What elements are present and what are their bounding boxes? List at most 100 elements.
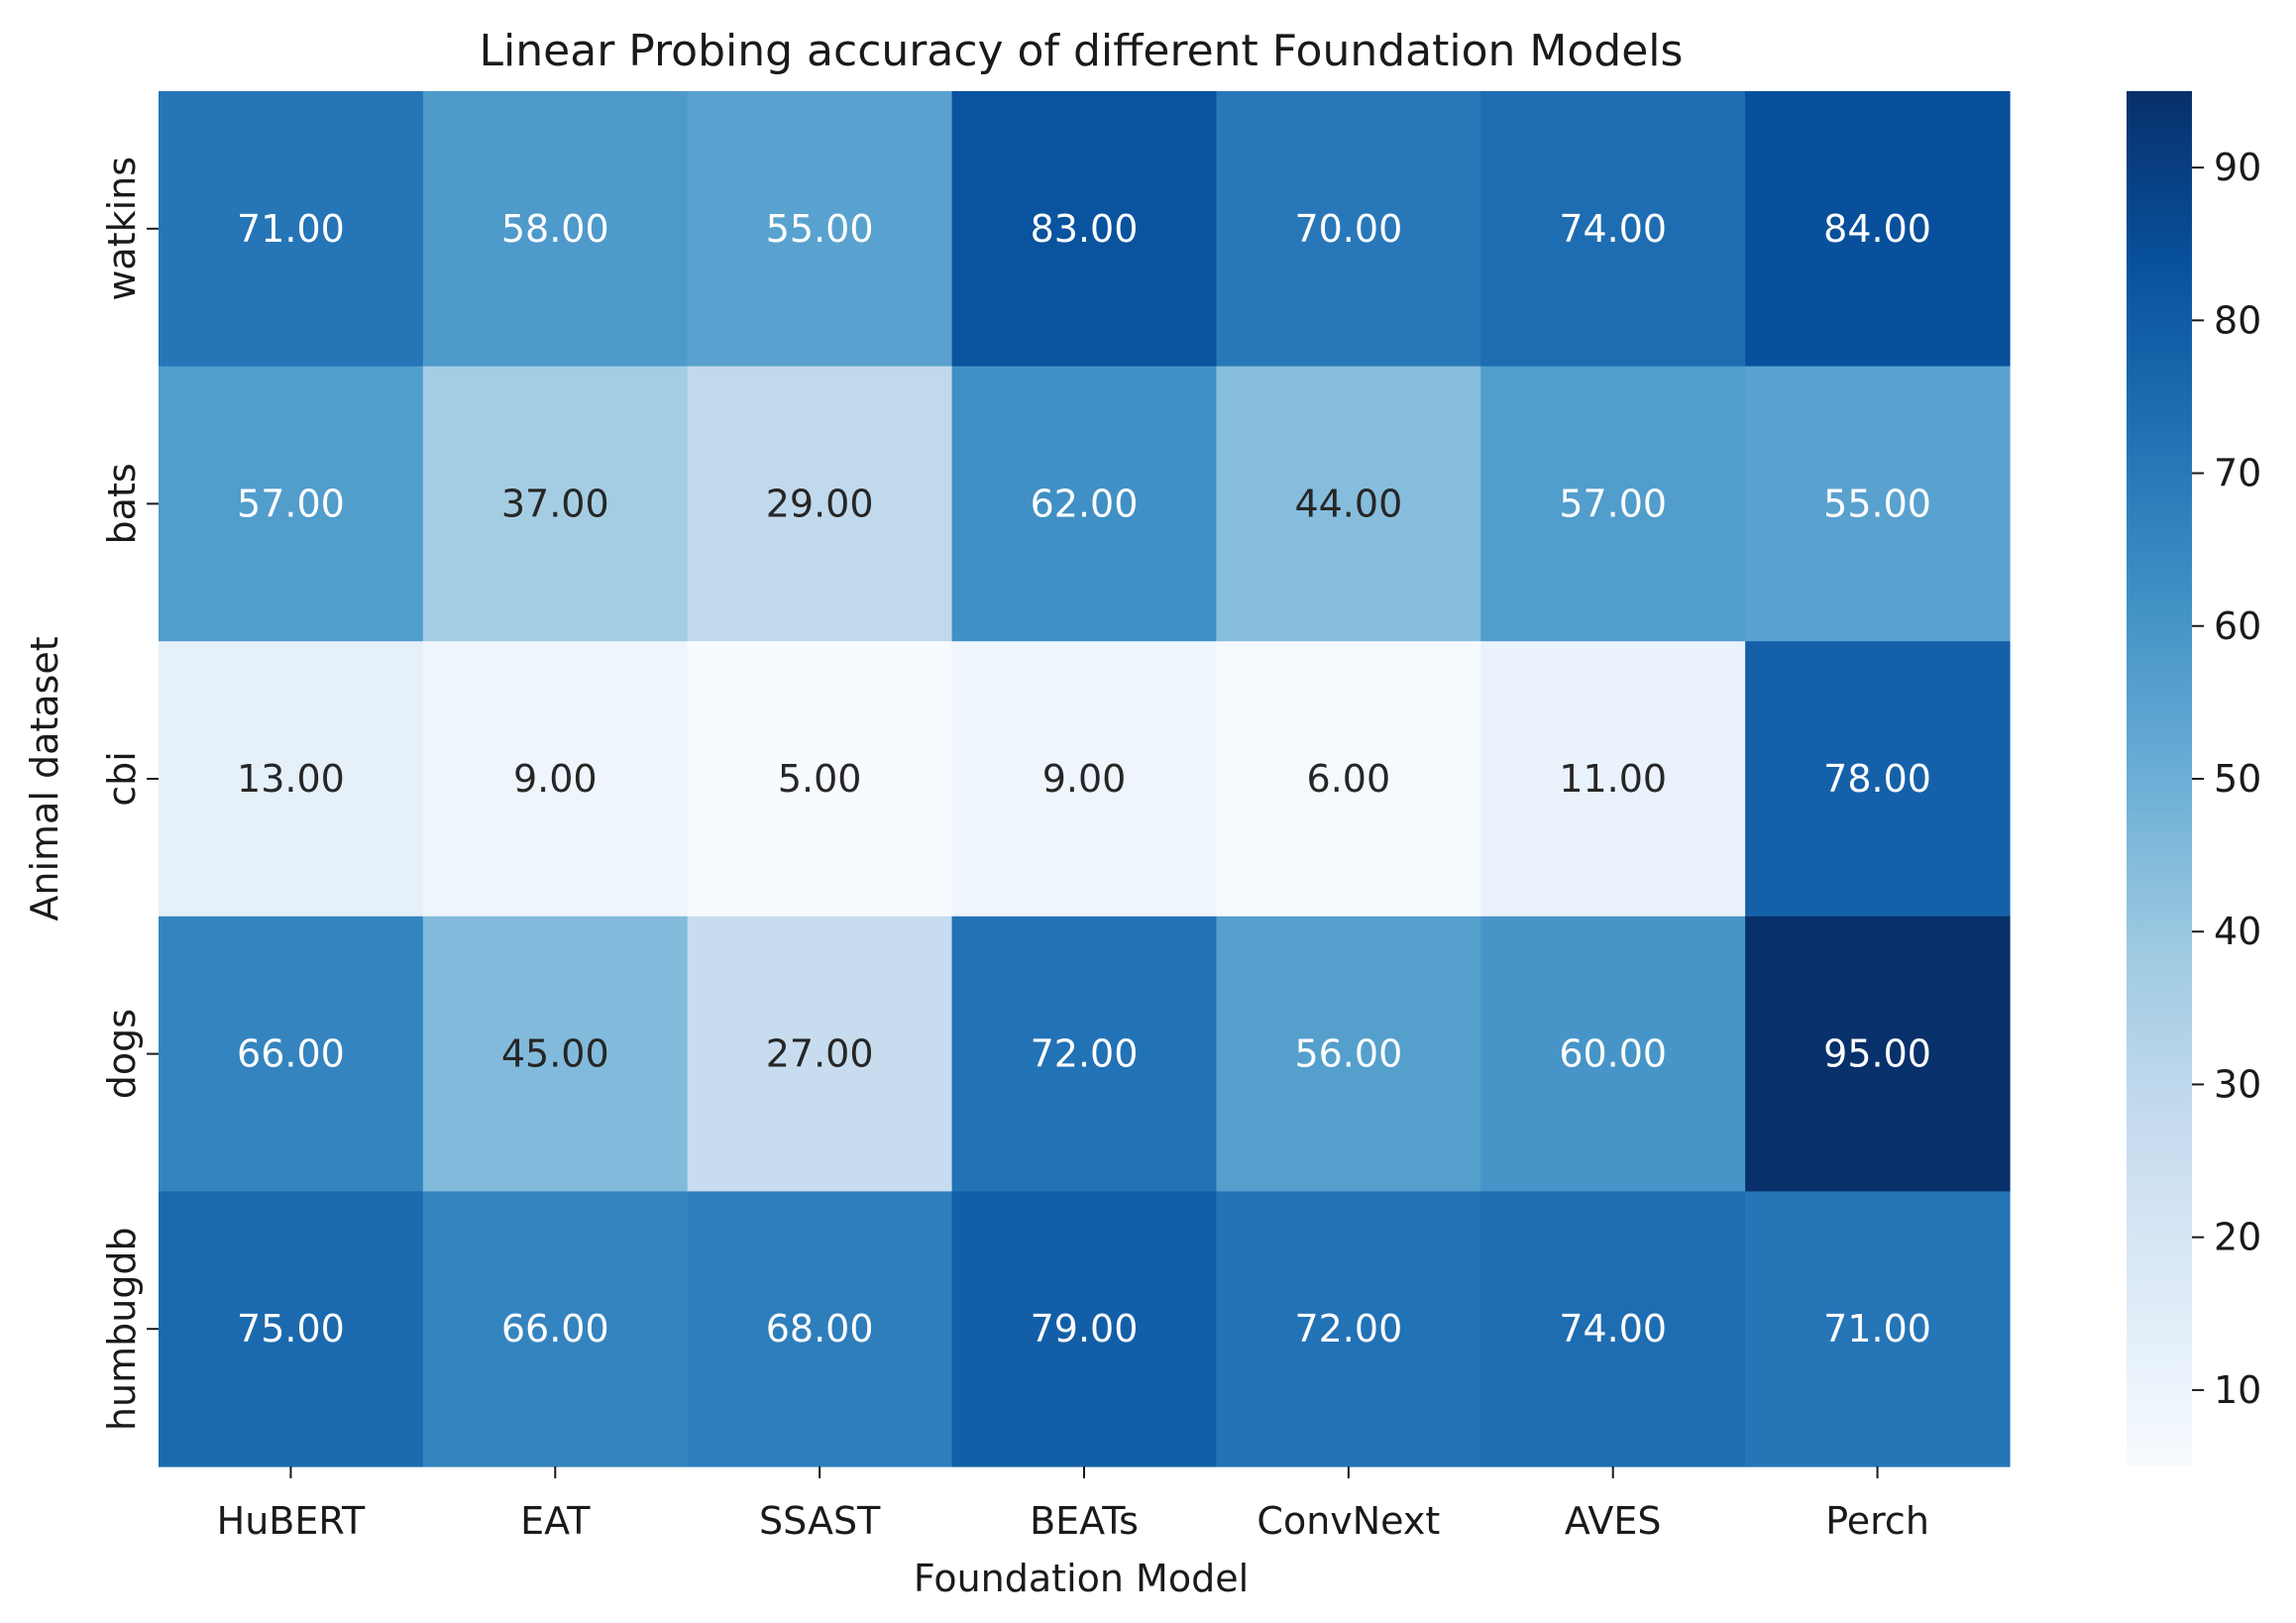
heatmap-cell-humbugdb-EAT [422,1191,689,1467]
heatmap-cell-bats-Perch [1745,366,2011,642]
cell-value-labels: 71.00 58.00 55.00 83.00 70.00 74.00 84.00 57.00… [237,207,1931,1351]
x-tick-label: BEATs [1030,1499,1139,1543]
cell-value-label: 66.00 [501,1307,609,1351]
cell-value-label: 71.00 [1823,1307,1931,1351]
heatmap-cells [159,91,2011,1467]
heatmap-cell-bats-AVES [1480,366,1746,642]
cell-value-label: 9.00 [1042,757,1127,801]
chart-title: Linear Probing accuracy of different Fou… [480,26,1684,76]
heatmap-cell-dogs-EAT [422,916,689,1192]
y-tick-label: dogs [100,1009,144,1099]
heatmap-cell-watkins-EAT [422,91,689,368]
heatmap-cell-bats-BEATs [951,366,1218,642]
cell-value-label: 57.00 [237,482,345,525]
x-axis-label: Foundation Model [914,1557,1249,1600]
x-tick-label: Perch [1825,1499,1929,1543]
cell-value-label: 58.00 [501,207,609,251]
cell-value-label: 62.00 [1031,482,1139,525]
heatmap-cell-humbugdb-HuBERT [159,1191,424,1467]
cell-value-label: 78.00 [1823,757,1931,801]
heatmap-cell-bats-SSAST [687,366,953,642]
colorbar-tick-label: 80 [2214,298,2261,342]
x-tick-label: HuBERT [217,1499,366,1543]
y-axis-label: Animal dataset [23,636,66,920]
y-tick-label: cbi [100,751,144,807]
heatmap-cell-humbugdb-Perch [1745,1191,2011,1467]
heatmap-cell-bats-HuBERT [159,366,424,642]
heatmap-cell-humbugdb-AVES [1480,1191,1746,1467]
cell-value-label: 83.00 [1031,207,1139,251]
cell-value-label: 84.00 [1823,207,1931,251]
heatmap-cell-dogs-ConvNext [1216,916,1481,1192]
cell-value-label: 6.00 [1307,757,1391,801]
x-axis-ticks: HuBERT EAT SSAST BEATs ConvNext AVES Perch [217,1466,1929,1543]
cell-value-label: 72.00 [1031,1032,1139,1076]
cell-value-label: 75.00 [237,1307,345,1351]
cell-value-label: 79.00 [1031,1307,1139,1351]
cell-value-label: 44.00 [1294,482,1402,525]
cell-value-label: 5.00 [778,757,862,801]
heatmap-cell-watkins-HuBERT [159,91,424,368]
colorbar [2127,91,2192,1466]
cell-value-label: 55.00 [1823,482,1931,525]
cell-value-label: 11.00 [1559,757,1667,801]
heatmap-cell-watkins-Perch [1745,91,2011,368]
y-tick-label: bats [100,463,144,544]
colorbar-tick-label: 70 [2214,452,2261,495]
heatmap-cell-watkins-SSAST [687,91,953,368]
heatmap-cell-dogs-Perch [1745,916,2011,1192]
heatmap-cell-bats-ConvNext [1216,366,1481,642]
cell-value-label: 60.00 [1559,1032,1667,1076]
colorbar-tick-label: 90 [2214,146,2261,189]
x-tick-label: SSAST [759,1499,881,1543]
heatmap-cell-dogs-HuBERT [159,916,424,1192]
cell-value-label: 57.00 [1559,482,1667,525]
heatmap-cell-bats-EAT [422,366,689,642]
cell-value-label: 68.00 [766,1307,874,1351]
heatmap-cell-cbi-AVES [1480,641,1746,918]
colorbar-tick-label: 50 [2214,757,2261,801]
cell-value-label: 37.00 [501,482,609,525]
colorbar-tick-label: 40 [2214,910,2261,953]
heatmap-cell-dogs-BEATs [951,916,1218,1192]
heatmap-cell-cbi-BEATs [951,641,1218,918]
heatmap-cell-cbi-SSAST [687,641,953,918]
cell-value-label: 56.00 [1294,1032,1402,1076]
cell-value-label: 74.00 [1559,207,1667,251]
heatmap-cell-dogs-SSAST [687,916,953,1192]
colorbar-tick-label: 30 [2214,1062,2261,1106]
heatmap-cell-watkins-BEATs [951,91,1218,368]
colorbar-tick-label: 10 [2214,1368,2261,1412]
heatmap-cell-humbugdb-ConvNext [1216,1191,1481,1467]
cell-value-label: 27.00 [766,1032,874,1076]
y-tick-label: watkins [100,157,144,301]
y-tick-label: humbugdb [100,1227,144,1431]
heatmap-cell-cbi-HuBERT [159,641,424,918]
heatmap-cell-humbugdb-BEATs [951,1191,1218,1467]
x-tick-label: EAT [520,1499,591,1543]
heatmap-cell-cbi-Perch [1745,641,2011,918]
heatmap-cell-humbugdb-SSAST [687,1191,953,1467]
heatmap-cell-cbi-EAT [422,641,689,918]
cell-value-label: 55.00 [766,207,874,251]
cell-value-label: 70.00 [1294,207,1402,251]
heatmap-cell-watkins-ConvNext [1216,91,1481,368]
colorbar-ticks: 10 20 30 40 50 60 70 80 90 [2192,146,2261,1412]
cell-value-label: 74.00 [1559,1307,1667,1351]
colorbar-tick-label: 60 [2214,604,2261,648]
cell-value-label: 72.00 [1294,1307,1402,1351]
cell-value-label: 45.00 [501,1032,609,1076]
y-axis-ticks: watkins bats cbi dogs humbugdb [100,157,159,1431]
cell-value-label: 71.00 [237,207,345,251]
cell-value-label: 13.00 [237,757,345,801]
colorbar-tick-label: 20 [2214,1216,2261,1259]
heatmap-cell-watkins-AVES [1480,91,1746,368]
heatmap-cell-cbi-ConvNext [1216,641,1481,918]
cell-value-label: 29.00 [766,482,874,525]
cell-value-label: 66.00 [237,1032,345,1076]
x-tick-label: AVES [1565,1499,1662,1543]
cell-value-label: 95.00 [1823,1032,1931,1076]
heatmap-cell-dogs-AVES [1480,916,1746,1192]
x-tick-label: ConvNext [1257,1499,1440,1543]
